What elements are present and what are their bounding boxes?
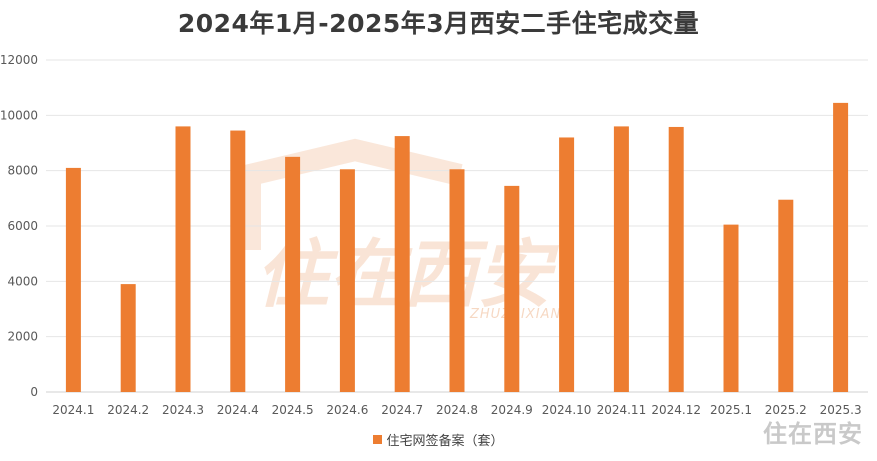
bar [230, 130, 246, 393]
bar [339, 169, 355, 392]
y-tick-label: 8000 [7, 164, 38, 178]
x-tick-label: 2024.9 [491, 403, 533, 417]
x-tick-label: 2025.3 [820, 403, 862, 417]
bar [65, 167, 81, 392]
bar [394, 136, 410, 392]
bar [175, 126, 191, 393]
bar [449, 169, 465, 392]
y-tick-label: 6000 [7, 219, 38, 233]
x-tick-label: 2024.12 [651, 403, 701, 417]
x-tick-label: 2024.11 [597, 403, 647, 417]
bar [559, 137, 575, 392]
x-axis-labels: 2024.1 2024.2 2024.3 2024.4 2024.5 2024.6 2024… [52, 403, 861, 417]
y-tick-label: 10000 [0, 108, 38, 122]
x-tick-label: 2024.5 [272, 403, 314, 417]
bar [833, 102, 849, 392]
y-tick-label: 4000 [7, 274, 38, 288]
y-tick-label: 0 [30, 385, 38, 399]
legend-swatch [373, 435, 383, 444]
x-tick-label: 2024.6 [326, 403, 368, 417]
bar [778, 199, 794, 392]
bar [613, 126, 629, 393]
x-tick-label: 2024.8 [436, 403, 478, 417]
bar [668, 126, 684, 392]
x-tick-label: 2024.7 [381, 403, 423, 417]
x-tick-label: 2024.2 [107, 403, 149, 417]
legend-label: 住宅网签备案（套） [386, 434, 504, 449]
bar [285, 156, 301, 392]
bar [120, 284, 136, 392]
x-tick-label: 2025.2 [765, 403, 807, 417]
x-tick-label: 2024.1 [52, 403, 94, 417]
y-tick-label: 12000 [0, 53, 38, 67]
brand-watermark-text: 住在西安 [763, 420, 863, 448]
bars [65, 102, 849, 393]
bar [723, 224, 739, 392]
x-tick-label: 2024.3 [162, 403, 204, 417]
legend: 住宅网签备案（套） [0, 430, 877, 449]
chart-title: 2024年1月-2025年3月西安二手住宅成交量 [177, 9, 700, 38]
bar [504, 185, 520, 392]
x-tick-label: 2024.10 [542, 403, 592, 417]
x-tick-label: 2025.1 [710, 403, 752, 417]
y-tick-label: 2000 [7, 330, 38, 344]
y-axis-labels: 0 2000 4000 6000 8000 10000 12000 [0, 53, 38, 399]
x-tick-label: 2024.4 [217, 403, 259, 417]
